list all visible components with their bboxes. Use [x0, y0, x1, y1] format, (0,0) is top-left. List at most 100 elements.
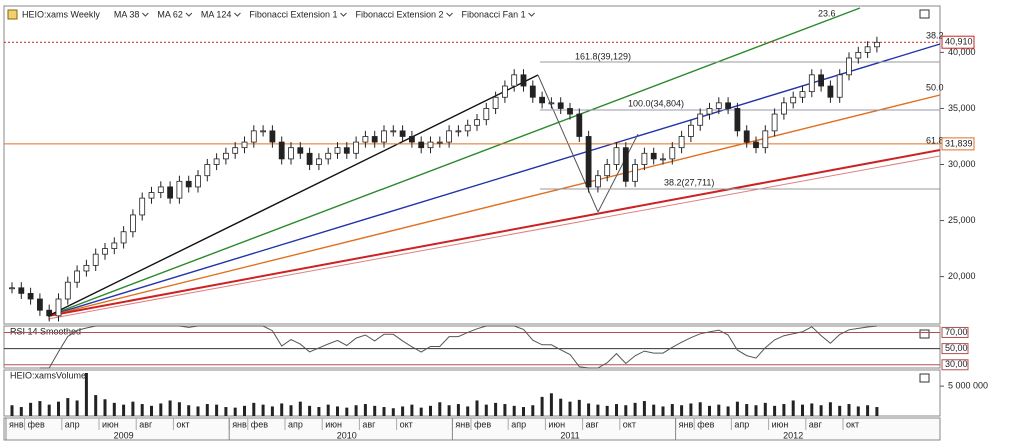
- panel-button[interactable]: [919, 329, 930, 339]
- volume-bar: [875, 407, 879, 416]
- volume-bar: [782, 404, 786, 416]
- candle-body: [743, 130, 750, 143]
- candle-body: [595, 175, 601, 188]
- volume-bar: [540, 396, 544, 416]
- volume-bar: [503, 404, 507, 416]
- volume-bar: [391, 408, 395, 416]
- volume-bar: [475, 400, 479, 416]
- candle-body: [771, 113, 778, 132]
- candle-body: [874, 41, 880, 48]
- legend-item[interactable]: Fibonacci Fan 1: [462, 9, 526, 19]
- candle-body: [529, 85, 536, 98]
- candle-body: [585, 136, 592, 188]
- legend-item[interactable]: Fibonacci Extension 2: [355, 9, 443, 19]
- candle-body: [213, 158, 220, 165]
- candle-body: [139, 197, 146, 216]
- candle-body: [55, 298, 62, 317]
- legend-arrow: [142, 12, 149, 17]
- level-box: [941, 35, 975, 49]
- candle-body: [260, 130, 267, 133]
- volume-bar: [280, 403, 284, 416]
- volume-bar: [726, 406, 730, 416]
- volume-bar: [419, 407, 423, 416]
- legend-arrow: [185, 12, 193, 17]
- volume-bar: [605, 405, 609, 416]
- volume-bar: [131, 401, 135, 416]
- volume-bar: [512, 405, 516, 416]
- volume-panel: [3, 369, 941, 417]
- month-label: фев: [474, 419, 491, 429]
- candle-body: [408, 136, 415, 143]
- volume-bar: [317, 407, 321, 416]
- legend-item[interactable]: MA 38: [114, 9, 140, 19]
- volume-bar: [587, 403, 591, 416]
- candle-body: [650, 152, 657, 160]
- volume-bar: [624, 405, 628, 416]
- trend-line: [597, 133, 639, 213]
- volume-bar: [187, 405, 191, 416]
- volume-bar: [577, 399, 581, 416]
- candle-body: [102, 248, 108, 255]
- candle-body: [501, 85, 508, 98]
- volume-bar: [838, 405, 842, 416]
- candle-body: [734, 108, 741, 132]
- volume-bar: [549, 393, 553, 416]
- candle-body: [622, 147, 629, 182]
- volume-bar: [94, 395, 98, 416]
- volume-bar: [466, 406, 470, 416]
- candle-body: [232, 147, 239, 154]
- legend-arrow: [234, 12, 241, 17]
- month-label: янв: [232, 419, 247, 429]
- candle-body: [399, 130, 406, 137]
- candle-body: [83, 264, 90, 272]
- legend-item[interactable]: HEIO:xams Weekly: [22, 9, 100, 19]
- panel-button[interactable]: [919, 373, 930, 383]
- month-label: окт: [176, 419, 189, 429]
- legend-item[interactable]: MA 124: [201, 9, 232, 19]
- candle-body: [688, 124, 694, 137]
- month-label: авг: [586, 419, 600, 429]
- fan-line: [47, 155, 941, 320]
- year-label: 2011: [560, 430, 579, 440]
- candle-body: [195, 175, 201, 188]
- rsi-box: [941, 343, 969, 355]
- volume-bar: [177, 402, 181, 416]
- legend-item[interactable]: Fibonacci Extension 1: [249, 9, 337, 19]
- trend-line: [47, 74, 539, 317]
- month-label: янв: [455, 419, 470, 429]
- level-label: 40,910: [945, 37, 973, 47]
- candle-body: [492, 96, 499, 109]
- fan-line: [47, 149, 941, 317]
- volume-bar: [233, 407, 237, 416]
- month-label: янв: [9, 419, 24, 429]
- candle-body: [64, 281, 71, 300]
- volume-bar: [615, 404, 618, 416]
- volume-bar: [522, 407, 525, 416]
- panel-button[interactable]: [919, 9, 930, 19]
- candle-body: [37, 298, 43, 311]
- candle-body: [706, 108, 713, 115]
- volume-bar: [196, 406, 200, 416]
- y-tick-label: 35,000: [948, 103, 976, 113]
- time-axis: [3, 417, 941, 441]
- volume-bar: [745, 404, 749, 416]
- candle-body: [334, 147, 341, 154]
- month-label: авг: [362, 419, 376, 429]
- volume-bar: [494, 402, 498, 416]
- volume-bar: [810, 403, 814, 416]
- candle-body: [418, 141, 425, 149]
- candle-body: [315, 158, 322, 165]
- legend-item[interactable]: MA 62: [157, 9, 183, 19]
- volume-bar: [19, 407, 23, 416]
- fib-label: 50.0: [926, 82, 944, 92]
- candle-body: [464, 124, 471, 132]
- volume-bar: [122, 404, 126, 416]
- volume-bar: [856, 406, 860, 416]
- candle-body: [120, 231, 127, 244]
- volume-bar: [698, 402, 702, 416]
- candle-body: [18, 287, 25, 294]
- y-tick-label: 25,000: [948, 215, 976, 225]
- volume-bar: [29, 402, 33, 416]
- rsi-tick-label: 30,00: [945, 359, 968, 369]
